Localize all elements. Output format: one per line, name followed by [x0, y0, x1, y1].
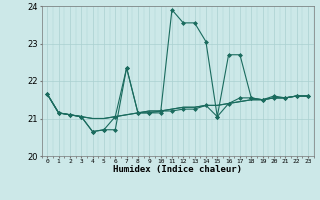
X-axis label: Humidex (Indice chaleur): Humidex (Indice chaleur)	[113, 165, 242, 174]
